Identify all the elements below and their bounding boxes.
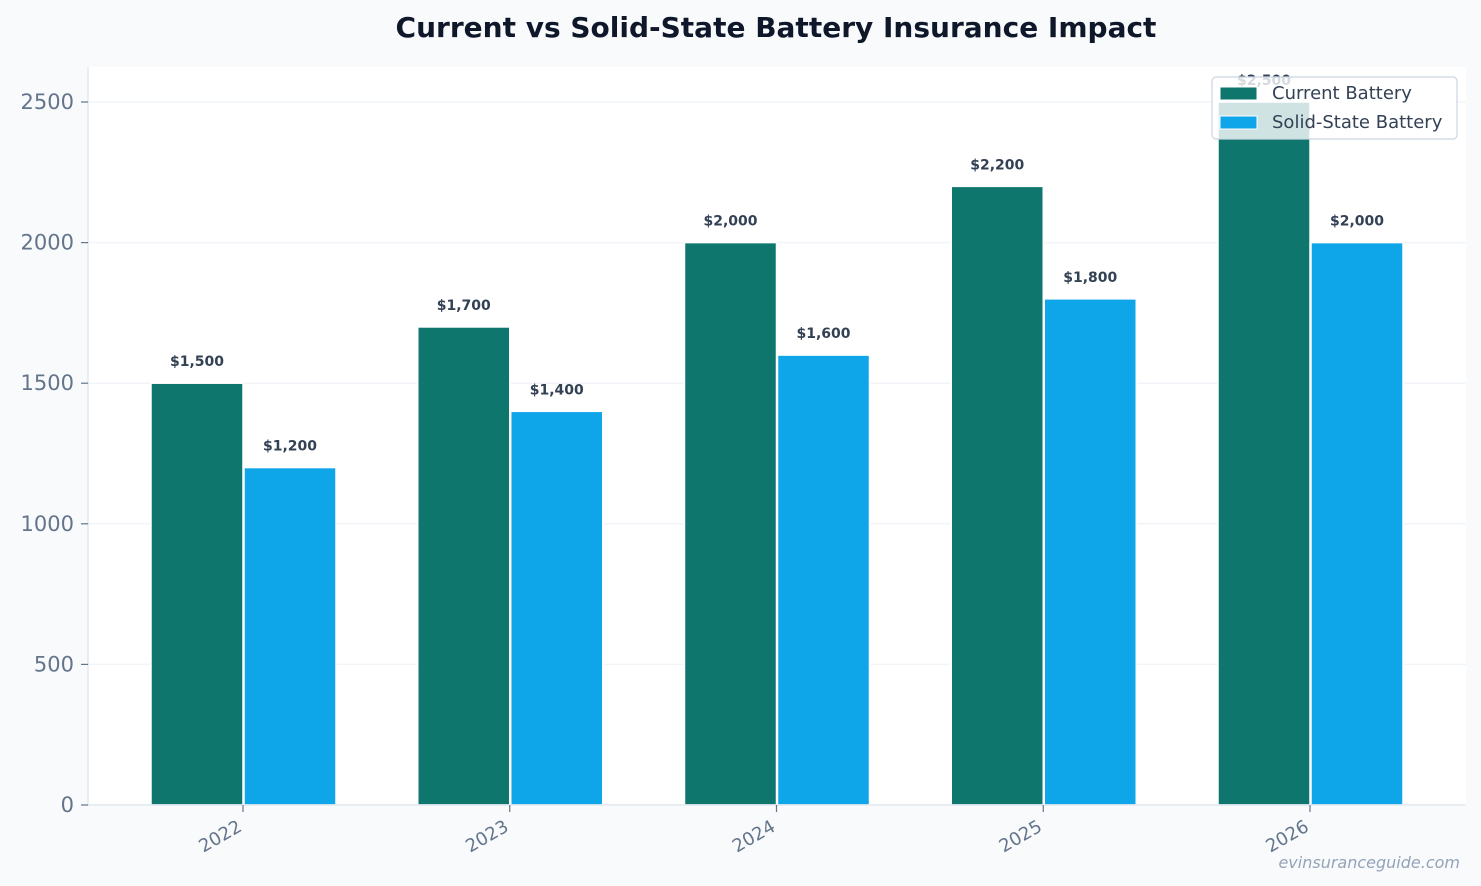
legend-swatch [1219, 86, 1258, 101]
y-tick-label: 0 [61, 793, 74, 817]
y-tick-label: 1500 [21, 371, 74, 395]
bar-solid-state-2025 [1043, 298, 1137, 806]
bars [150, 101, 1404, 806]
bar-value-label: $1,500 [170, 354, 224, 370]
y-axis-ticks: 0 500 1000 1500 2000 2500 [21, 90, 88, 817]
bar-value-label: $1,600 [796, 326, 850, 342]
chart-title: Current vs Solid-State Battery Insurance… [396, 11, 1157, 44]
bar-solid-state-2023 [510, 410, 604, 806]
watermark: evinsuranceguide.com [1278, 853, 1460, 872]
legend: Current Battery Solid-State Battery [1211, 76, 1458, 140]
y-tick-label: 2500 [21, 90, 74, 114]
bar-current-2026 [1217, 101, 1311, 806]
bar-value-label: $1,400 [530, 382, 584, 398]
bar-value-label: $1,800 [1063, 270, 1117, 286]
legend-label: Solid-State Battery [1272, 112, 1443, 133]
legend-label: Current Battery [1272, 83, 1412, 104]
bar-current-2022 [150, 382, 244, 806]
bar-value-label: $1,700 [437, 298, 491, 314]
y-tick-label: 1000 [21, 512, 74, 536]
bar-value-label: $2,200 [970, 157, 1024, 173]
bar-solid-state-2026 [1310, 241, 1404, 806]
bar-solid-state-2024 [776, 354, 871, 806]
bar-value-label: $2,000 [1330, 214, 1384, 230]
bar-value-label: $2,000 [703, 214, 757, 230]
bar-current-2025 [950, 185, 1044, 806]
bar-solid-state-2022 [243, 466, 337, 806]
legend-swatch [1219, 115, 1258, 130]
y-tick-label: 2000 [21, 231, 74, 255]
legend-box [1211, 76, 1458, 140]
bar-current-2023 [417, 326, 511, 806]
y-tick-label: 500 [34, 652, 74, 676]
bar-value-label: $1,200 [263, 439, 317, 455]
bar-current-2024 [683, 241, 778, 806]
